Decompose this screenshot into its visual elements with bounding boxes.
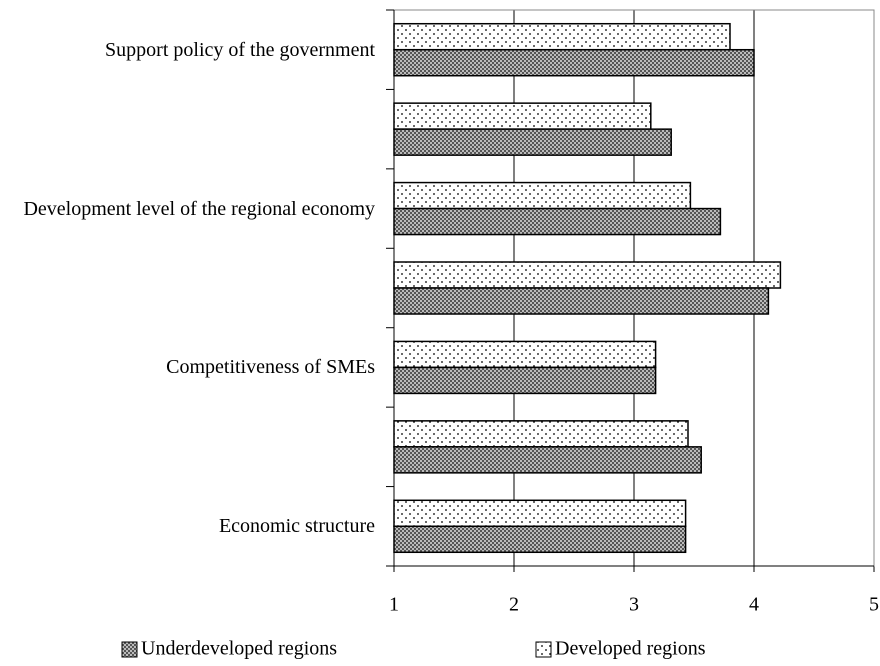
legend-swatch: [535, 641, 552, 658]
legend-label: Underdeveloped regions: [141, 638, 337, 660]
bar: [393, 181, 692, 210]
bar: [393, 207, 722, 236]
bar: [393, 261, 782, 289]
bar: [393, 102, 652, 130]
category-label: Support policy of the government: [105, 38, 375, 61]
legend-label: Developed regions: [555, 638, 706, 660]
x-tick-label: 5: [869, 594, 879, 616]
bar: [393, 366, 657, 395]
bar: [393, 420, 689, 448]
bar: [393, 48, 755, 77]
x-tick-label: 1: [389, 594, 399, 616]
bar: [393, 22, 731, 51]
bar: [393, 128, 672, 156]
category-label: Competitiveness of SMEs: [166, 356, 375, 379]
category-label: Development level of the regional econom…: [23, 197, 375, 220]
bar: [393, 446, 702, 474]
bar: [393, 340, 657, 369]
bar: [393, 525, 687, 554]
x-tick-label: 3: [629, 594, 639, 616]
x-tick-label: 4: [749, 594, 759, 616]
category-label: Economic structure: [218, 515, 375, 538]
legend-swatch: [121, 641, 138, 658]
bar: [393, 287, 770, 315]
bar: [393, 499, 687, 528]
x-tick-label: 2: [509, 594, 519, 616]
